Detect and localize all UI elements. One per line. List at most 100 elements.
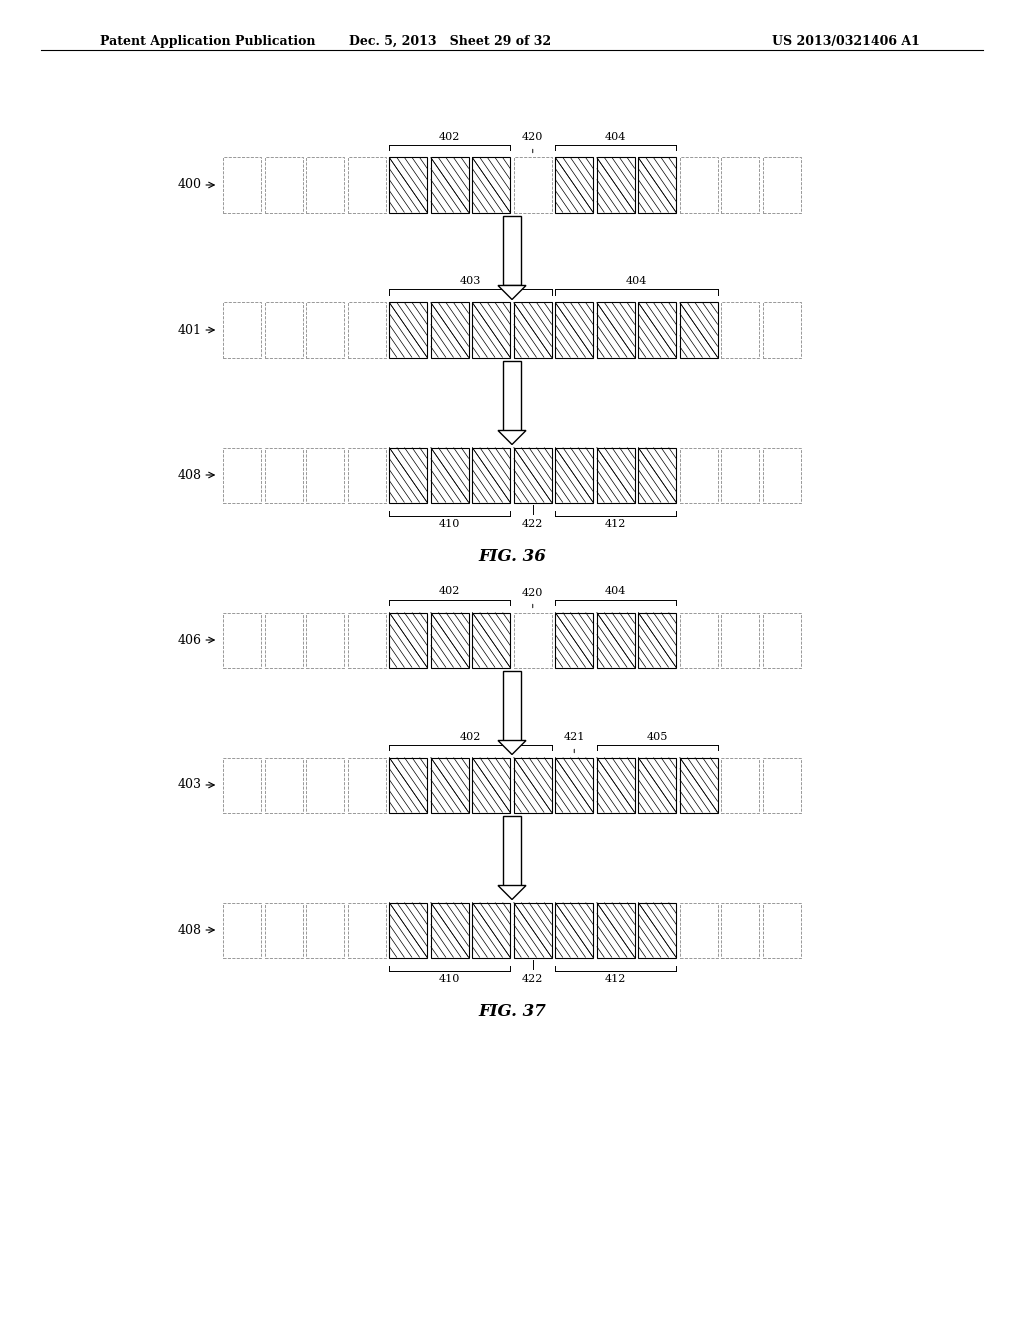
Bar — [223, 447, 261, 503]
Bar — [555, 302, 593, 358]
Bar — [638, 302, 676, 358]
Text: FIG. 36: FIG. 36 — [478, 548, 546, 565]
Bar — [597, 302, 635, 358]
Bar — [555, 612, 593, 668]
Bar — [265, 302, 303, 358]
Bar — [223, 302, 261, 358]
Text: 404: 404 — [605, 132, 627, 141]
Bar — [721, 758, 759, 813]
Bar — [472, 758, 510, 813]
Bar — [472, 447, 510, 503]
Bar — [306, 903, 344, 957]
Bar — [389, 612, 427, 668]
Bar — [306, 612, 344, 668]
Bar — [597, 612, 635, 668]
Bar — [472, 302, 510, 358]
Bar — [472, 157, 510, 213]
Text: 402: 402 — [439, 586, 461, 597]
Bar — [265, 447, 303, 503]
Polygon shape — [503, 215, 521, 285]
Bar — [472, 612, 510, 668]
Bar — [514, 758, 552, 813]
Bar — [389, 758, 427, 813]
Bar — [763, 302, 801, 358]
Bar — [348, 447, 386, 503]
Bar — [638, 447, 676, 503]
Bar — [763, 157, 801, 213]
Text: 403: 403 — [177, 779, 202, 792]
Bar — [597, 447, 635, 503]
Polygon shape — [498, 285, 526, 300]
Bar — [389, 903, 427, 957]
Text: 410: 410 — [439, 973, 461, 983]
Bar — [431, 302, 469, 358]
Text: 402: 402 — [460, 731, 481, 742]
Bar — [223, 612, 261, 668]
Bar — [431, 612, 469, 668]
Polygon shape — [498, 886, 526, 899]
Text: FIG. 37: FIG. 37 — [478, 1002, 546, 1019]
Bar — [265, 612, 303, 668]
Bar — [680, 903, 718, 957]
Text: 420: 420 — [522, 587, 544, 598]
Bar — [680, 157, 718, 213]
Bar — [555, 157, 593, 213]
Text: 401: 401 — [177, 323, 202, 337]
Text: 403: 403 — [460, 276, 481, 286]
Text: 422: 422 — [522, 973, 544, 983]
Bar — [514, 447, 552, 503]
Bar — [348, 612, 386, 668]
Text: US 2013/0321406 A1: US 2013/0321406 A1 — [772, 36, 920, 48]
Bar — [514, 903, 552, 957]
Text: 422: 422 — [522, 519, 544, 528]
Bar — [721, 157, 759, 213]
Text: 404: 404 — [605, 586, 627, 597]
Bar — [265, 903, 303, 957]
Polygon shape — [503, 360, 521, 430]
Text: 400: 400 — [177, 178, 202, 191]
Bar — [763, 903, 801, 957]
Polygon shape — [503, 671, 521, 741]
Bar — [306, 302, 344, 358]
Polygon shape — [503, 816, 521, 886]
Text: Dec. 5, 2013   Sheet 29 of 32: Dec. 5, 2013 Sheet 29 of 32 — [349, 36, 551, 48]
Text: 405: 405 — [646, 731, 668, 742]
Bar — [597, 758, 635, 813]
Bar — [680, 302, 718, 358]
Bar — [389, 302, 427, 358]
Text: 408: 408 — [177, 924, 202, 936]
Bar — [721, 612, 759, 668]
Bar — [680, 447, 718, 503]
Bar — [431, 758, 469, 813]
Bar — [306, 157, 344, 213]
Bar — [265, 157, 303, 213]
Bar — [514, 157, 552, 213]
Bar — [763, 612, 801, 668]
Bar — [389, 447, 427, 503]
Polygon shape — [498, 741, 526, 755]
Text: 420: 420 — [522, 132, 544, 143]
Bar — [680, 612, 718, 668]
Bar — [431, 157, 469, 213]
Text: 402: 402 — [439, 132, 461, 141]
Bar — [223, 157, 261, 213]
Bar — [514, 302, 552, 358]
Bar — [555, 447, 593, 503]
Text: 406: 406 — [177, 634, 202, 647]
Bar — [223, 758, 261, 813]
Bar — [514, 612, 552, 668]
Bar — [348, 903, 386, 957]
Bar — [306, 758, 344, 813]
Bar — [763, 447, 801, 503]
Text: 421: 421 — [563, 733, 585, 742]
Bar — [721, 302, 759, 358]
Text: 410: 410 — [439, 519, 461, 528]
Bar — [638, 157, 676, 213]
Bar — [721, 447, 759, 503]
Bar — [348, 302, 386, 358]
Bar — [555, 758, 593, 813]
Bar — [265, 758, 303, 813]
Bar — [223, 903, 261, 957]
Bar — [638, 758, 676, 813]
Bar — [763, 758, 801, 813]
